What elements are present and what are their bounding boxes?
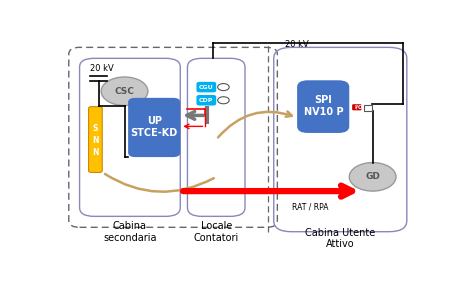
FancyBboxPatch shape [196, 95, 216, 105]
Text: Cabina Utente
Attivo: Cabina Utente Attivo [305, 228, 375, 249]
FancyBboxPatch shape [351, 104, 361, 110]
Text: SPI
NV10 P: SPI NV10 P [303, 95, 343, 117]
Circle shape [349, 162, 395, 191]
FancyBboxPatch shape [363, 105, 371, 111]
Text: UP
STCE-KD: UP STCE-KD [131, 116, 178, 138]
FancyBboxPatch shape [128, 98, 180, 157]
Text: CSC: CSC [114, 87, 134, 96]
Text: S
N
N: S N N [92, 124, 99, 157]
Text: 20 kV: 20 kV [90, 64, 114, 73]
FancyBboxPatch shape [296, 80, 349, 133]
Text: 20 kV: 20 kV [284, 40, 307, 49]
Text: RAT / RPA: RAT / RPA [291, 202, 327, 211]
Text: CDP: CDP [199, 98, 213, 103]
FancyBboxPatch shape [88, 107, 102, 172]
Text: Cabina
secondaria: Cabina secondaria [103, 221, 156, 243]
Text: CGU: CGU [199, 85, 213, 89]
Text: GD: GD [364, 172, 379, 181]
Circle shape [101, 77, 148, 105]
Circle shape [217, 97, 229, 104]
FancyBboxPatch shape [196, 82, 216, 92]
Circle shape [217, 84, 229, 91]
Text: Locale
Contatori: Locale Contatori [193, 221, 238, 243]
Text: I/O: I/O [354, 104, 362, 109]
